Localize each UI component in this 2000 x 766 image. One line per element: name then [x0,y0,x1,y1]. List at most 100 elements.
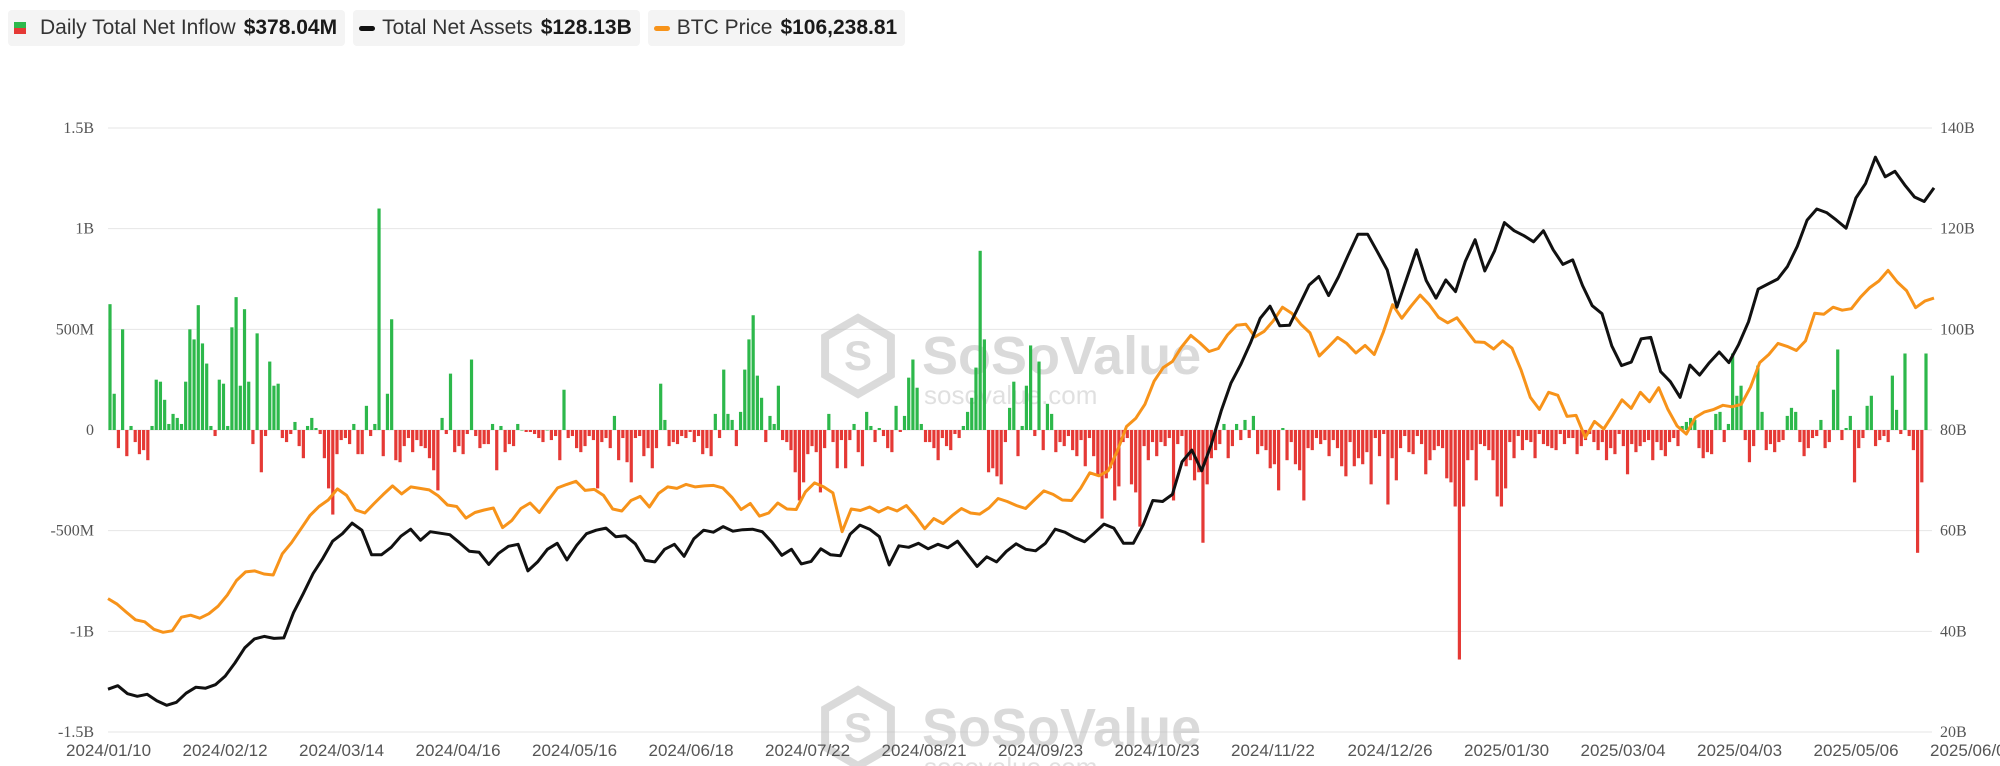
inflow-bar [289,430,293,435]
inflow-bar [1331,430,1335,441]
inflow-bar [1634,430,1638,453]
inflow-bar [1071,430,1075,451]
inflow-bar [532,430,537,435]
inflow-bar [322,430,326,459]
inflow-bar [1831,389,1836,430]
inflow-bar [1024,385,1029,430]
inflow-bar [591,430,596,441]
legend-item-net-inflow[interactable]: Daily Total Net Inflow $378.04M [8,10,346,46]
legend-value: $378.04M [243,16,338,39]
inflow-bar [604,430,608,439]
inflow-bar [970,397,974,430]
inflow-bar [167,423,171,430]
inflow-bar [1436,430,1440,447]
inflow-bar [1226,430,1230,459]
inflow-bar [600,430,604,443]
inflow-bar [263,430,268,437]
inflow-bar [478,430,482,449]
inflow-bar [1504,430,1508,489]
inflow-bar [898,430,902,433]
inflow-bar [814,430,818,453]
inflow-bar [1823,430,1827,449]
inflow-bar [928,430,932,443]
inflow-bar [776,385,780,430]
inflow-bar [1197,430,1201,473]
inflow-bar [541,430,545,443]
inflow-bar [188,329,192,430]
inflow-bar [1802,430,1806,457]
inflow-bar [272,385,276,430]
series-lines [107,155,1936,707]
inflow-bar [1461,430,1466,507]
inflow-bar [932,430,936,449]
inflow-bar [276,383,280,430]
inflow-bar [583,430,587,447]
inflow-bar [1752,430,1756,447]
inflow-bar [331,430,335,515]
inflow-bar [1768,430,1773,445]
inflow-bar [722,369,726,430]
inflow-bar [621,430,625,439]
inflow-bar [411,430,415,453]
legend-item-net-assets[interactable]: Total Net Assets $128.13B [353,10,640,46]
inflow-bar [1798,430,1802,443]
inflow-bar [659,383,663,430]
inflow-bar [806,430,810,455]
inflow-bar [894,405,898,430]
inflow-bar [133,430,137,443]
inflow-bar [1646,430,1651,441]
inflow-bar [482,430,486,445]
inflow-bar [1424,430,1428,475]
inflow-bar [1272,430,1277,465]
inflow-bar [1676,430,1680,447]
inflow-bar [1260,430,1264,447]
y-right-tick-label: 120B [1940,221,1975,238]
inflow-bar [1012,381,1016,430]
inflow-bar [886,430,890,449]
inflow-bar [1134,430,1138,493]
inflow-bar [364,405,369,430]
inflow-bar [537,430,541,439]
inflow-bar [1840,430,1844,441]
inflow-bar [326,430,331,489]
inflow-bar [419,430,423,447]
inflow-bar [511,430,516,447]
inflow-bar [1407,430,1411,453]
inflow-bar [1390,430,1394,459]
inflow-bar [1050,413,1054,430]
x-tick-label: 2024/11/22 [1231,741,1315,760]
y-right-tick-label: 40B [1940,623,1967,640]
inflow-bar [369,430,373,437]
inflow-bar [1491,430,1495,461]
inflow-bar [856,430,860,453]
inflow-bar [339,430,343,441]
inflow-bar [902,415,907,430]
inflow-bar [1058,430,1062,443]
inflow-bar [1445,430,1449,479]
inflow-bar [1453,430,1457,507]
inflow-bar [839,430,844,441]
inflow-bar [1684,421,1688,430]
x-tick-label: 2024/08/21 [882,741,967,760]
inflow-bar [486,430,490,445]
inflow-bar [684,430,688,439]
y-right-tick-label: 100B [1940,321,1975,338]
inflow-bar [957,430,961,439]
inflow-bar [1861,430,1865,439]
watermarks: SSoSoValuesosovalue.comSSoSoValuesosoval… [821,313,1201,766]
inflow-bar [221,383,226,430]
inflow-bar [234,297,238,430]
inflow-bar [520,430,524,431]
inflow-bar [638,430,642,437]
inflow-bar [1667,430,1672,443]
x-tick-label: 2024/09/23 [998,741,1083,760]
inflow-bar [1037,361,1041,430]
inflow-bar [566,430,570,439]
inflow-bar [1218,430,1222,445]
inflow-bar [448,373,453,430]
x-tick-label: 2024/03/14 [299,741,384,760]
inflow-bar [293,421,297,430]
legend-item-btc-price[interactable]: BTC Price $106,238.81 [647,10,906,46]
inflow-bar [726,413,730,430]
